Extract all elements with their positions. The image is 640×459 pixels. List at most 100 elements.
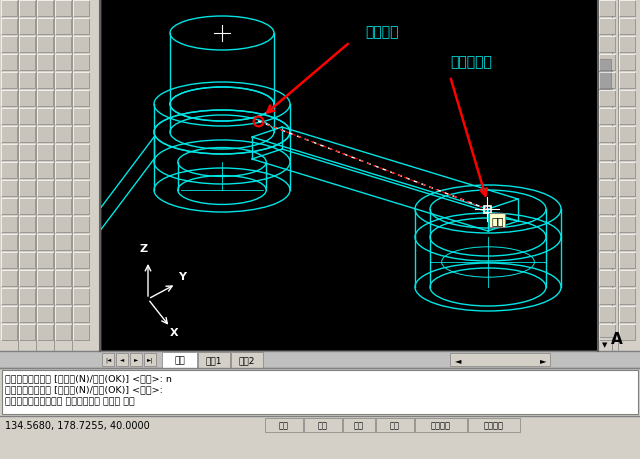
- Bar: [73, 288, 89, 304]
- Bar: [619, 19, 635, 35]
- Bar: [599, 55, 615, 71]
- Text: 对象捕捉: 对象捕捉: [431, 420, 451, 430]
- Bar: [55, 180, 71, 196]
- Bar: [37, 162, 53, 179]
- Bar: [599, 162, 615, 179]
- Bar: [37, 73, 53, 89]
- Bar: [55, 252, 71, 269]
- Bar: [73, 127, 89, 143]
- Text: |◄: |◄: [105, 357, 111, 362]
- Text: 模型: 模型: [174, 355, 185, 364]
- Bar: [1, 180, 17, 196]
- Bar: [55, 306, 71, 322]
- Text: 输入曲面选择选项 [下一个(N)/当前(OK)] <当前>:: 输入曲面选择选项 [下一个(N)/当前(OK)] <当前>:: [5, 384, 163, 393]
- Bar: [2, 370, 638, 414]
- Bar: [55, 91, 71, 107]
- Bar: [37, 180, 53, 196]
- Bar: [599, 145, 615, 161]
- Bar: [619, 1, 635, 17]
- Bar: [55, 73, 71, 89]
- Bar: [55, 199, 71, 214]
- Bar: [619, 306, 635, 322]
- Text: ►: ►: [540, 355, 547, 364]
- Text: Y: Y: [178, 271, 186, 281]
- Bar: [468, 418, 520, 432]
- Bar: [162, 352, 197, 368]
- Text: ▼: ▼: [602, 341, 608, 347]
- Bar: [73, 162, 89, 179]
- Bar: [599, 19, 615, 35]
- Text: 端点: 端点: [491, 216, 504, 225]
- Bar: [19, 145, 35, 161]
- Bar: [19, 270, 35, 286]
- Bar: [619, 145, 635, 161]
- Bar: [37, 199, 53, 214]
- Bar: [37, 109, 53, 125]
- Bar: [599, 252, 615, 269]
- Bar: [19, 217, 35, 233]
- Bar: [265, 418, 303, 432]
- Text: 对象追踪: 对象追踪: [484, 420, 504, 430]
- Bar: [304, 418, 342, 432]
- Bar: [1, 73, 17, 89]
- Bar: [599, 199, 615, 214]
- Bar: [55, 288, 71, 304]
- Bar: [0, 351, 640, 368]
- Bar: [619, 162, 635, 179]
- Bar: [37, 1, 53, 17]
- Text: Z: Z: [140, 243, 148, 253]
- Bar: [55, 19, 71, 35]
- Bar: [55, 145, 71, 161]
- Bar: [1, 199, 17, 214]
- Bar: [598, 337, 612, 351]
- Bar: [55, 325, 71, 340]
- Bar: [37, 270, 53, 286]
- Bar: [19, 306, 35, 322]
- Text: A: A: [611, 331, 623, 346]
- Bar: [483, 206, 490, 213]
- Bar: [619, 91, 635, 107]
- Bar: [1, 252, 17, 269]
- Bar: [231, 352, 263, 368]
- Bar: [55, 162, 71, 179]
- Bar: [599, 288, 615, 304]
- Bar: [37, 37, 53, 53]
- Text: 指定基面的倒角距离： 指定第二点： 〈正交 关〉: 指定基面的倒角距离： 指定第二点： 〈正交 关〉: [5, 396, 135, 405]
- Bar: [619, 37, 635, 53]
- Bar: [619, 199, 635, 214]
- Bar: [73, 217, 89, 233]
- Bar: [599, 60, 611, 90]
- Bar: [1, 162, 17, 179]
- Bar: [619, 235, 635, 251]
- Bar: [1, 37, 17, 53]
- Text: 捕捉: 捕捉: [279, 420, 289, 430]
- Text: 正交: 正交: [354, 420, 364, 430]
- Bar: [116, 353, 128, 366]
- Bar: [598, 0, 612, 351]
- Text: ◄: ◄: [455, 355, 461, 364]
- Bar: [19, 288, 35, 304]
- Bar: [343, 418, 375, 432]
- Bar: [619, 252, 635, 269]
- Text: 极轴: 极轴: [390, 420, 400, 430]
- Bar: [619, 55, 635, 71]
- Bar: [55, 235, 71, 251]
- Bar: [19, 55, 35, 71]
- Bar: [619, 127, 635, 143]
- Bar: [73, 252, 89, 269]
- Bar: [598, 0, 640, 351]
- Bar: [376, 418, 414, 432]
- Bar: [599, 91, 615, 107]
- Bar: [19, 37, 35, 53]
- Bar: [619, 325, 635, 340]
- Text: ►: ►: [134, 357, 138, 362]
- Bar: [0, 368, 640, 459]
- Bar: [73, 270, 89, 286]
- Bar: [37, 288, 53, 304]
- Text: 圆格: 圆格: [318, 420, 328, 430]
- Bar: [599, 37, 615, 53]
- Bar: [100, 0, 598, 351]
- Bar: [19, 199, 35, 214]
- Bar: [619, 180, 635, 196]
- Bar: [144, 353, 156, 366]
